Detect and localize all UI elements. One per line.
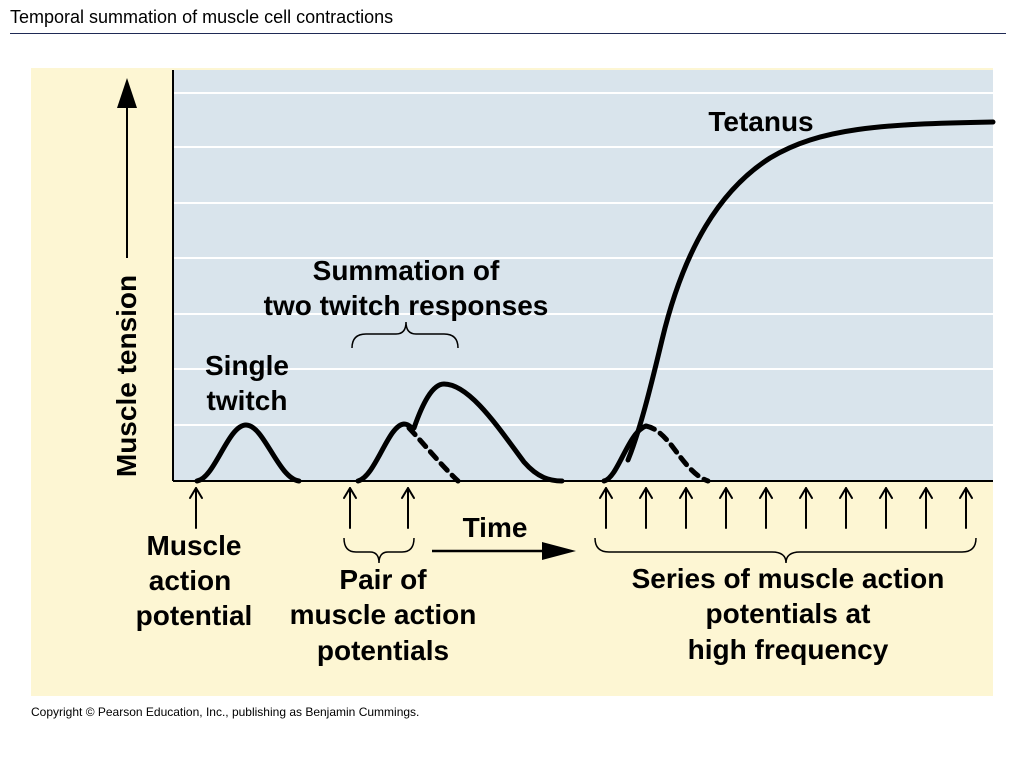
pair-label-line2: muscle action [290, 599, 477, 630]
summation-dashed-twitch [406, 425, 461, 484]
plot-area [173, 70, 993, 481]
y-axis-label: Muscle tension [111, 275, 142, 477]
pair-label-line3: potentials [317, 635, 449, 666]
stimulus-arrow-icon [189, 487, 203, 529]
stimulus-arrow-icon [639, 487, 653, 529]
title-divider [10, 33, 1006, 34]
action-potential-label-line2: action [149, 565, 231, 596]
summation-curve [355, 381, 565, 484]
summation-label-line1: Summation of [313, 255, 500, 286]
stimulus-arrow-icon [599, 487, 613, 529]
action-potential-label-line1: Muscle [147, 530, 242, 561]
stimulus-arrow-icon [719, 487, 733, 529]
series-label-line1: Series of muscle action [632, 563, 945, 594]
copyright-notice: Copyright © Pearson Education, Inc., pub… [31, 705, 420, 719]
series-brace-icon [594, 537, 977, 564]
single-twitch-label-line2: twitch [207, 385, 288, 416]
summation-brace-icon [351, 321, 459, 349]
action-potential-label-line3: potential [136, 600, 253, 631]
stimulus-arrow-icon [343, 487, 357, 529]
single-twitch-curve [194, 422, 302, 484]
single-twitch-label-line1: Single [205, 350, 289, 381]
y-axis-arrowhead-icon [117, 78, 137, 108]
slide-title: Temporal summation of muscle cell contra… [10, 7, 394, 27]
stimulus-arrow-icon [679, 487, 693, 529]
gridlines [173, 92, 993, 426]
stimulus-arrow-icon [919, 487, 933, 529]
stimulus-arrow-icon [759, 487, 773, 529]
series-label-line2: potentials at [706, 598, 871, 629]
tetanus-curve [625, 119, 996, 463]
series-label-line3: high frequency [688, 634, 889, 665]
pair-label-line1: Pair of [339, 564, 427, 595]
summation-label-line2: two twitch responses [264, 290, 549, 321]
stimulus-arrow-icon [839, 487, 853, 529]
time-arrowhead-icon [542, 542, 576, 560]
stimulus-arrow-icon [799, 487, 813, 529]
tetanus-dashed-twitch [643, 423, 711, 484]
x-axis-label: Time [463, 512, 528, 543]
stimulus-arrow-icon [879, 487, 893, 529]
pair-brace-icon [343, 537, 415, 564]
stimulus-arrow-icon [401, 487, 415, 529]
tetanus-label: Tetanus [708, 106, 813, 137]
stimulus-arrow-icon [959, 487, 973, 529]
